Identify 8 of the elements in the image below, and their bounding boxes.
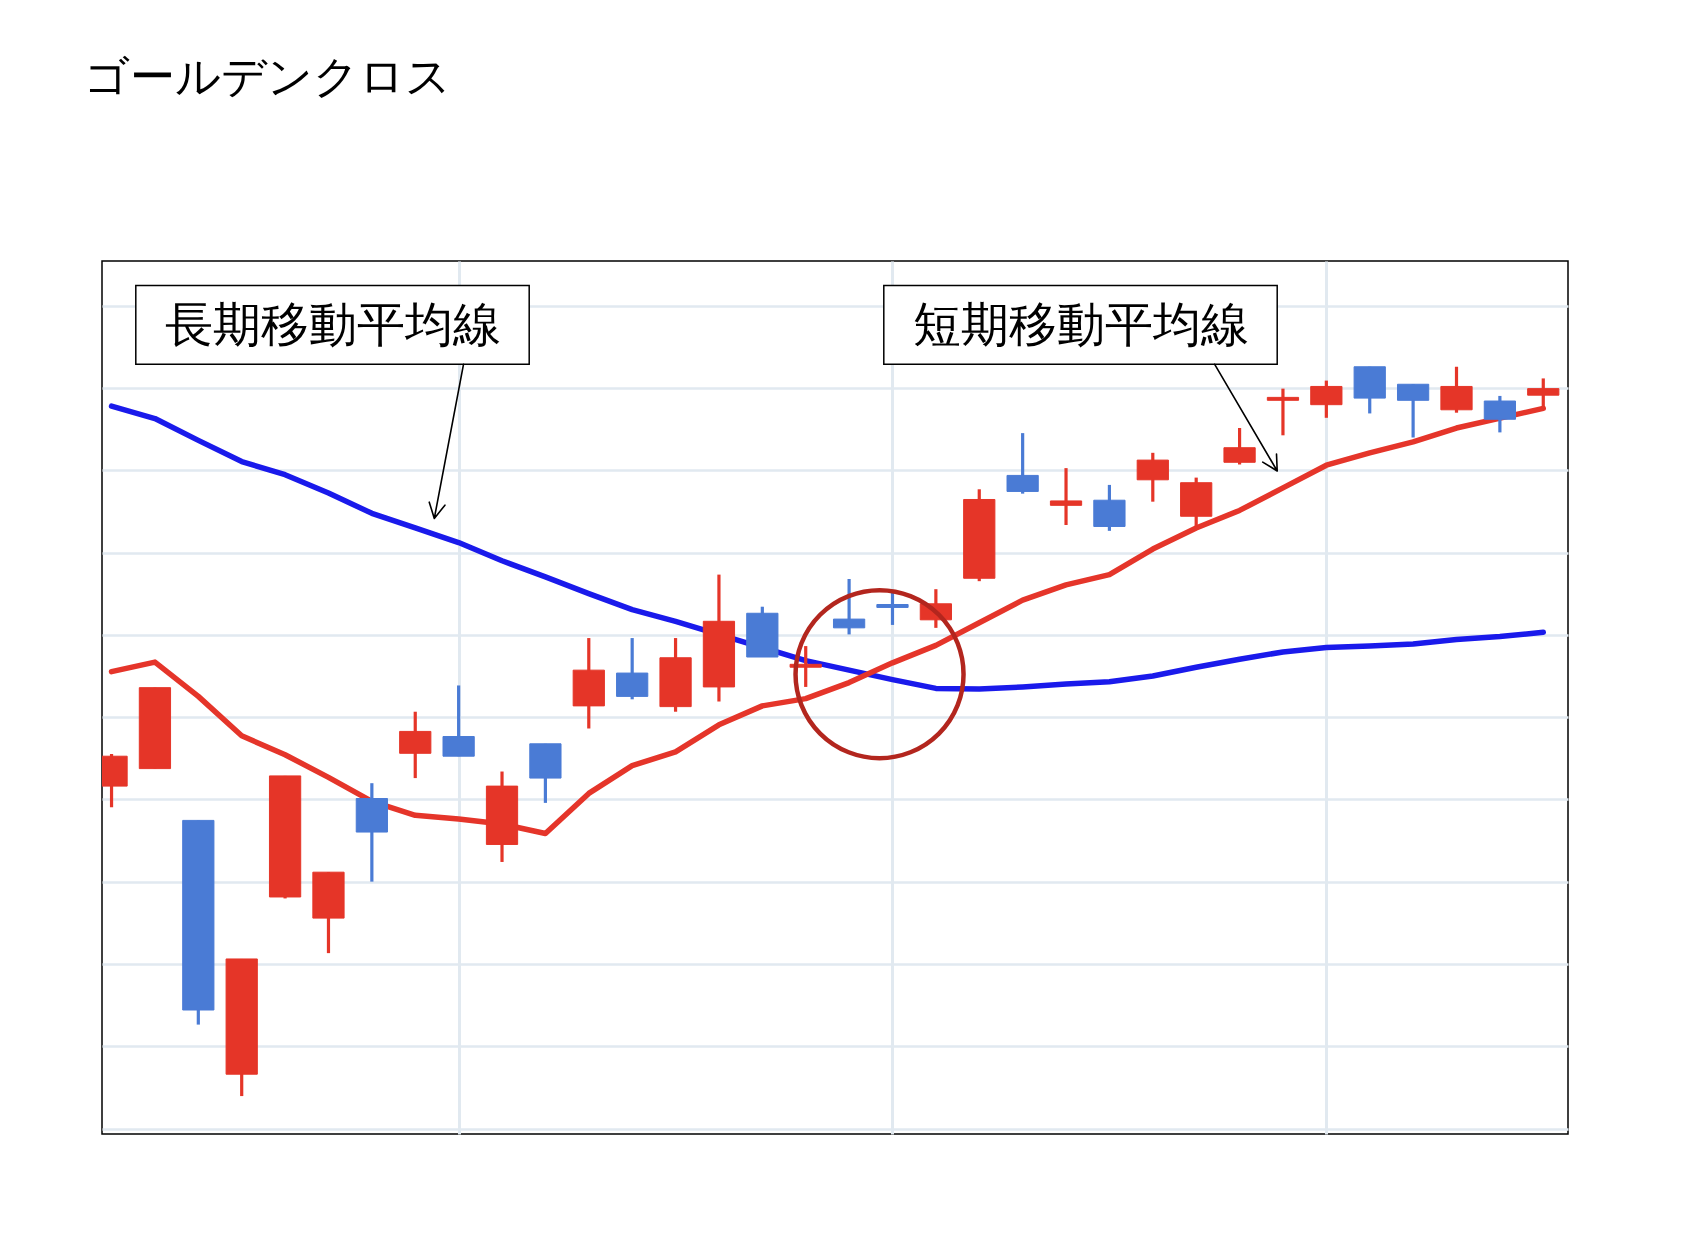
candlestick bbox=[876, 591, 909, 625]
chart-title: ゴールデンクロス bbox=[84, 50, 451, 103]
candlestick bbox=[1266, 388, 1300, 436]
candlestick bbox=[789, 646, 822, 687]
candlestick bbox=[1049, 468, 1083, 526]
candlestick bbox=[832, 578, 866, 635]
text: 短期移動平均線 bbox=[912, 295, 1249, 352]
series-label: 長期移動平均線 bbox=[164, 295, 501, 352]
